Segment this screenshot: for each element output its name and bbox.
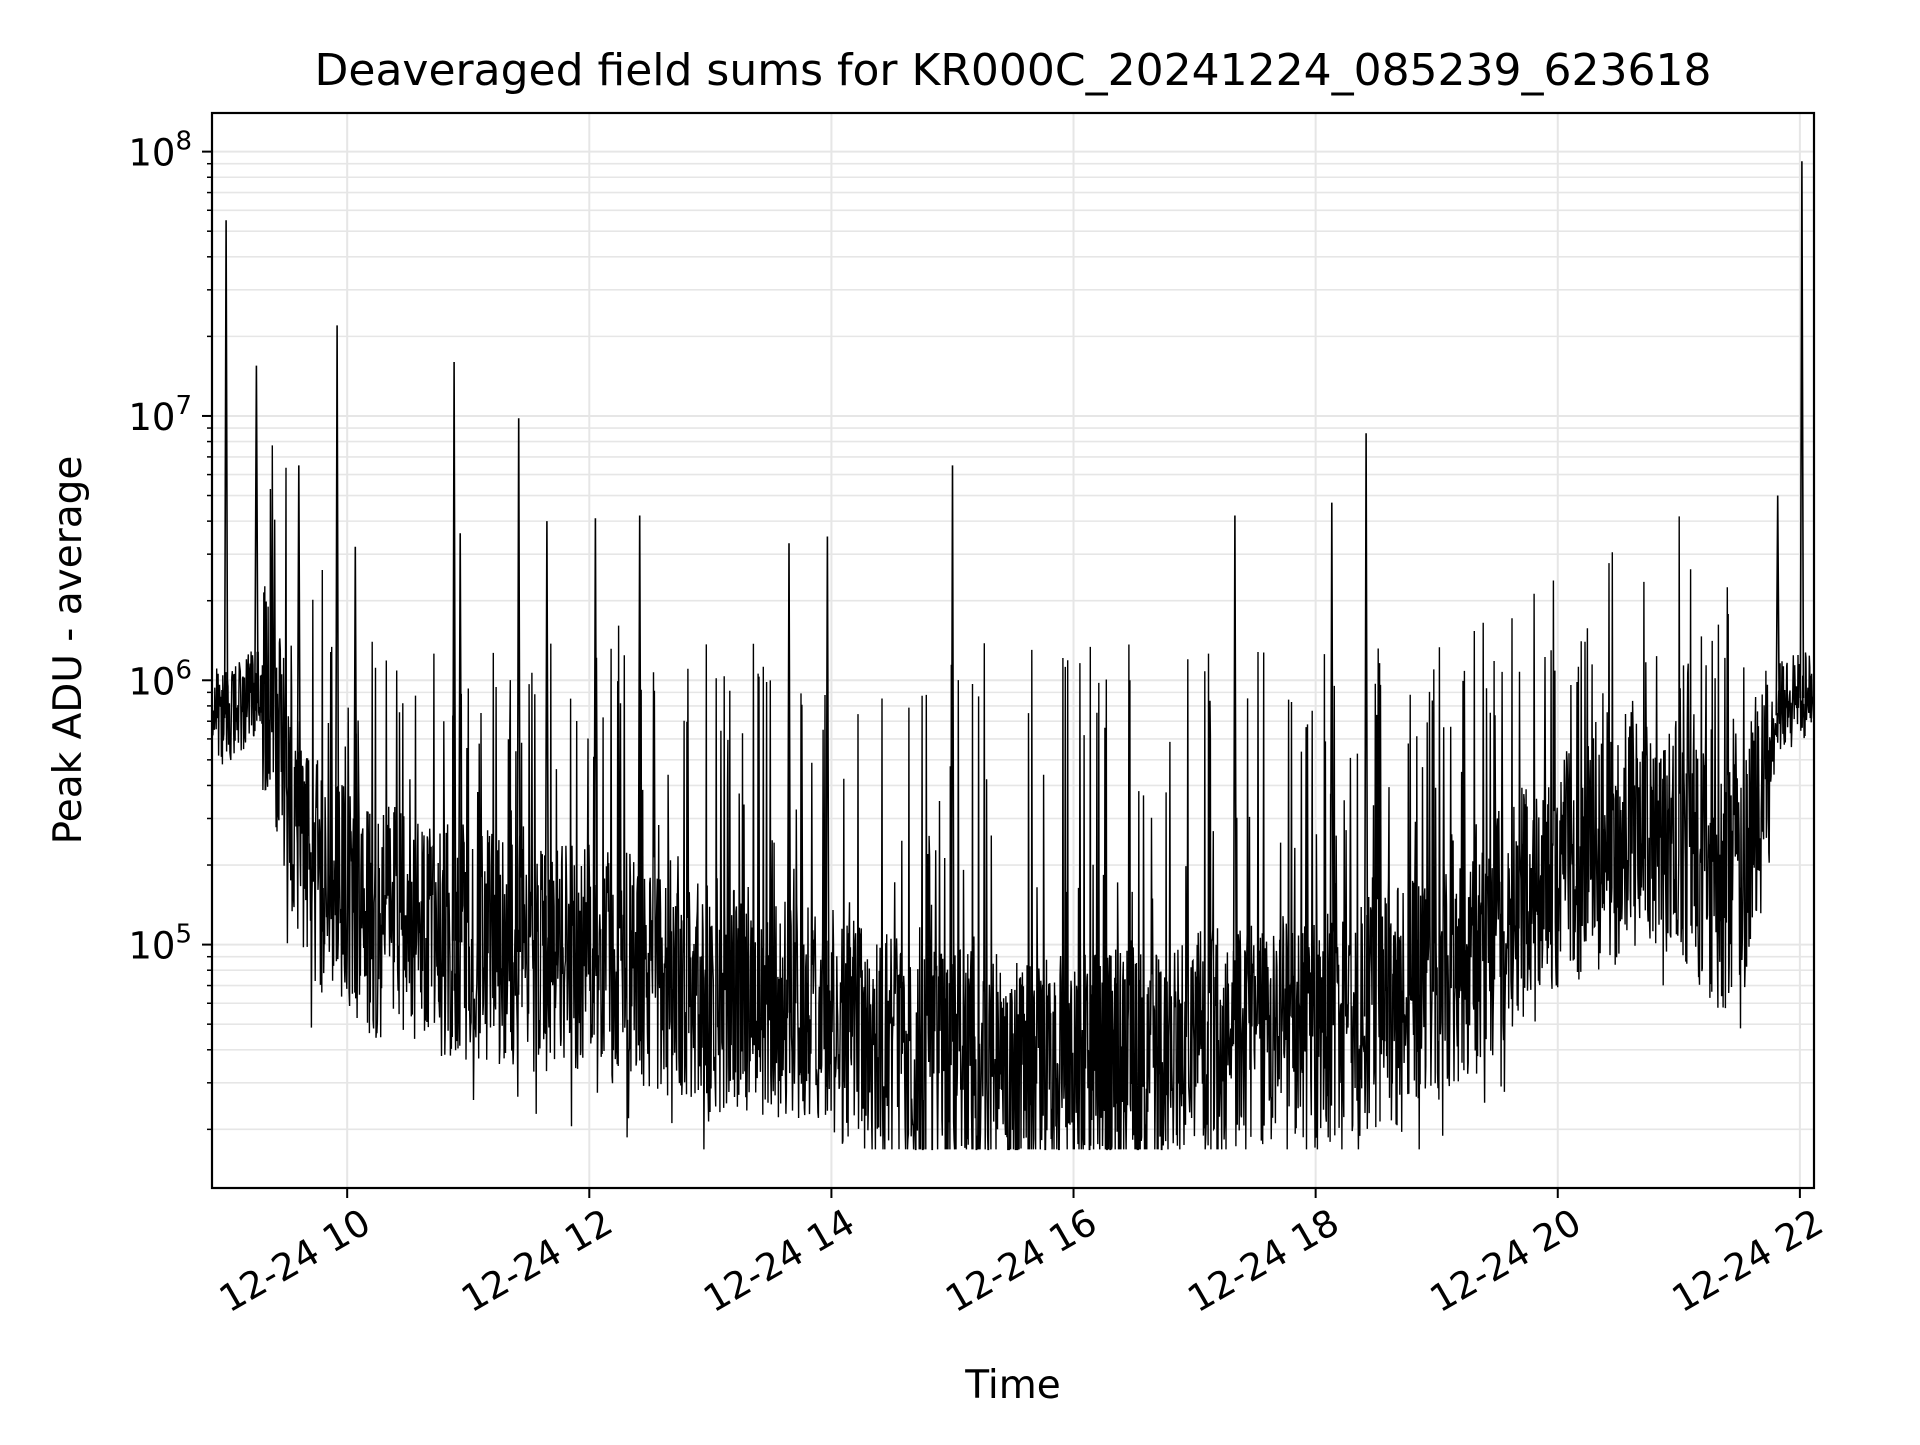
series-spike bbox=[1775, 495, 1780, 716]
y-tick-label: 108 bbox=[128, 127, 192, 175]
series-spike bbox=[254, 365, 259, 688]
series-spike bbox=[786, 543, 792, 1013]
series-spike bbox=[1363, 433, 1369, 1017]
series-spike bbox=[950, 465, 955, 1066]
y-axis-label: Peak ADU - average bbox=[46, 456, 91, 845]
y-tick-label: 106 bbox=[128, 655, 192, 703]
chart-title: Deaveraged field sums for KR000C_2024122… bbox=[315, 45, 1712, 96]
series-spike bbox=[334, 325, 340, 899]
series-spike bbox=[457, 533, 463, 943]
series-spike bbox=[825, 536, 830, 1024]
plot-area-frame bbox=[210, 111, 1816, 1190]
series-spike bbox=[1329, 502, 1335, 1026]
x-axis-label: Time bbox=[964, 1363, 1060, 1408]
series-spike bbox=[296, 465, 302, 825]
series-spike bbox=[223, 220, 229, 719]
data-series bbox=[211, 161, 1815, 1151]
series-spike bbox=[544, 521, 550, 957]
series-line bbox=[211, 445, 1815, 1151]
y-tick-label: 107 bbox=[128, 391, 192, 439]
series-spike bbox=[451, 361, 457, 941]
series-spike bbox=[353, 546, 358, 913]
series-spike bbox=[1232, 515, 1238, 1045]
series-spike bbox=[1799, 161, 1805, 699]
series-spike bbox=[637, 515, 642, 973]
y-tick-label: 105 bbox=[128, 920, 192, 968]
series-spike bbox=[593, 518, 598, 965]
series-spike bbox=[516, 418, 521, 953]
